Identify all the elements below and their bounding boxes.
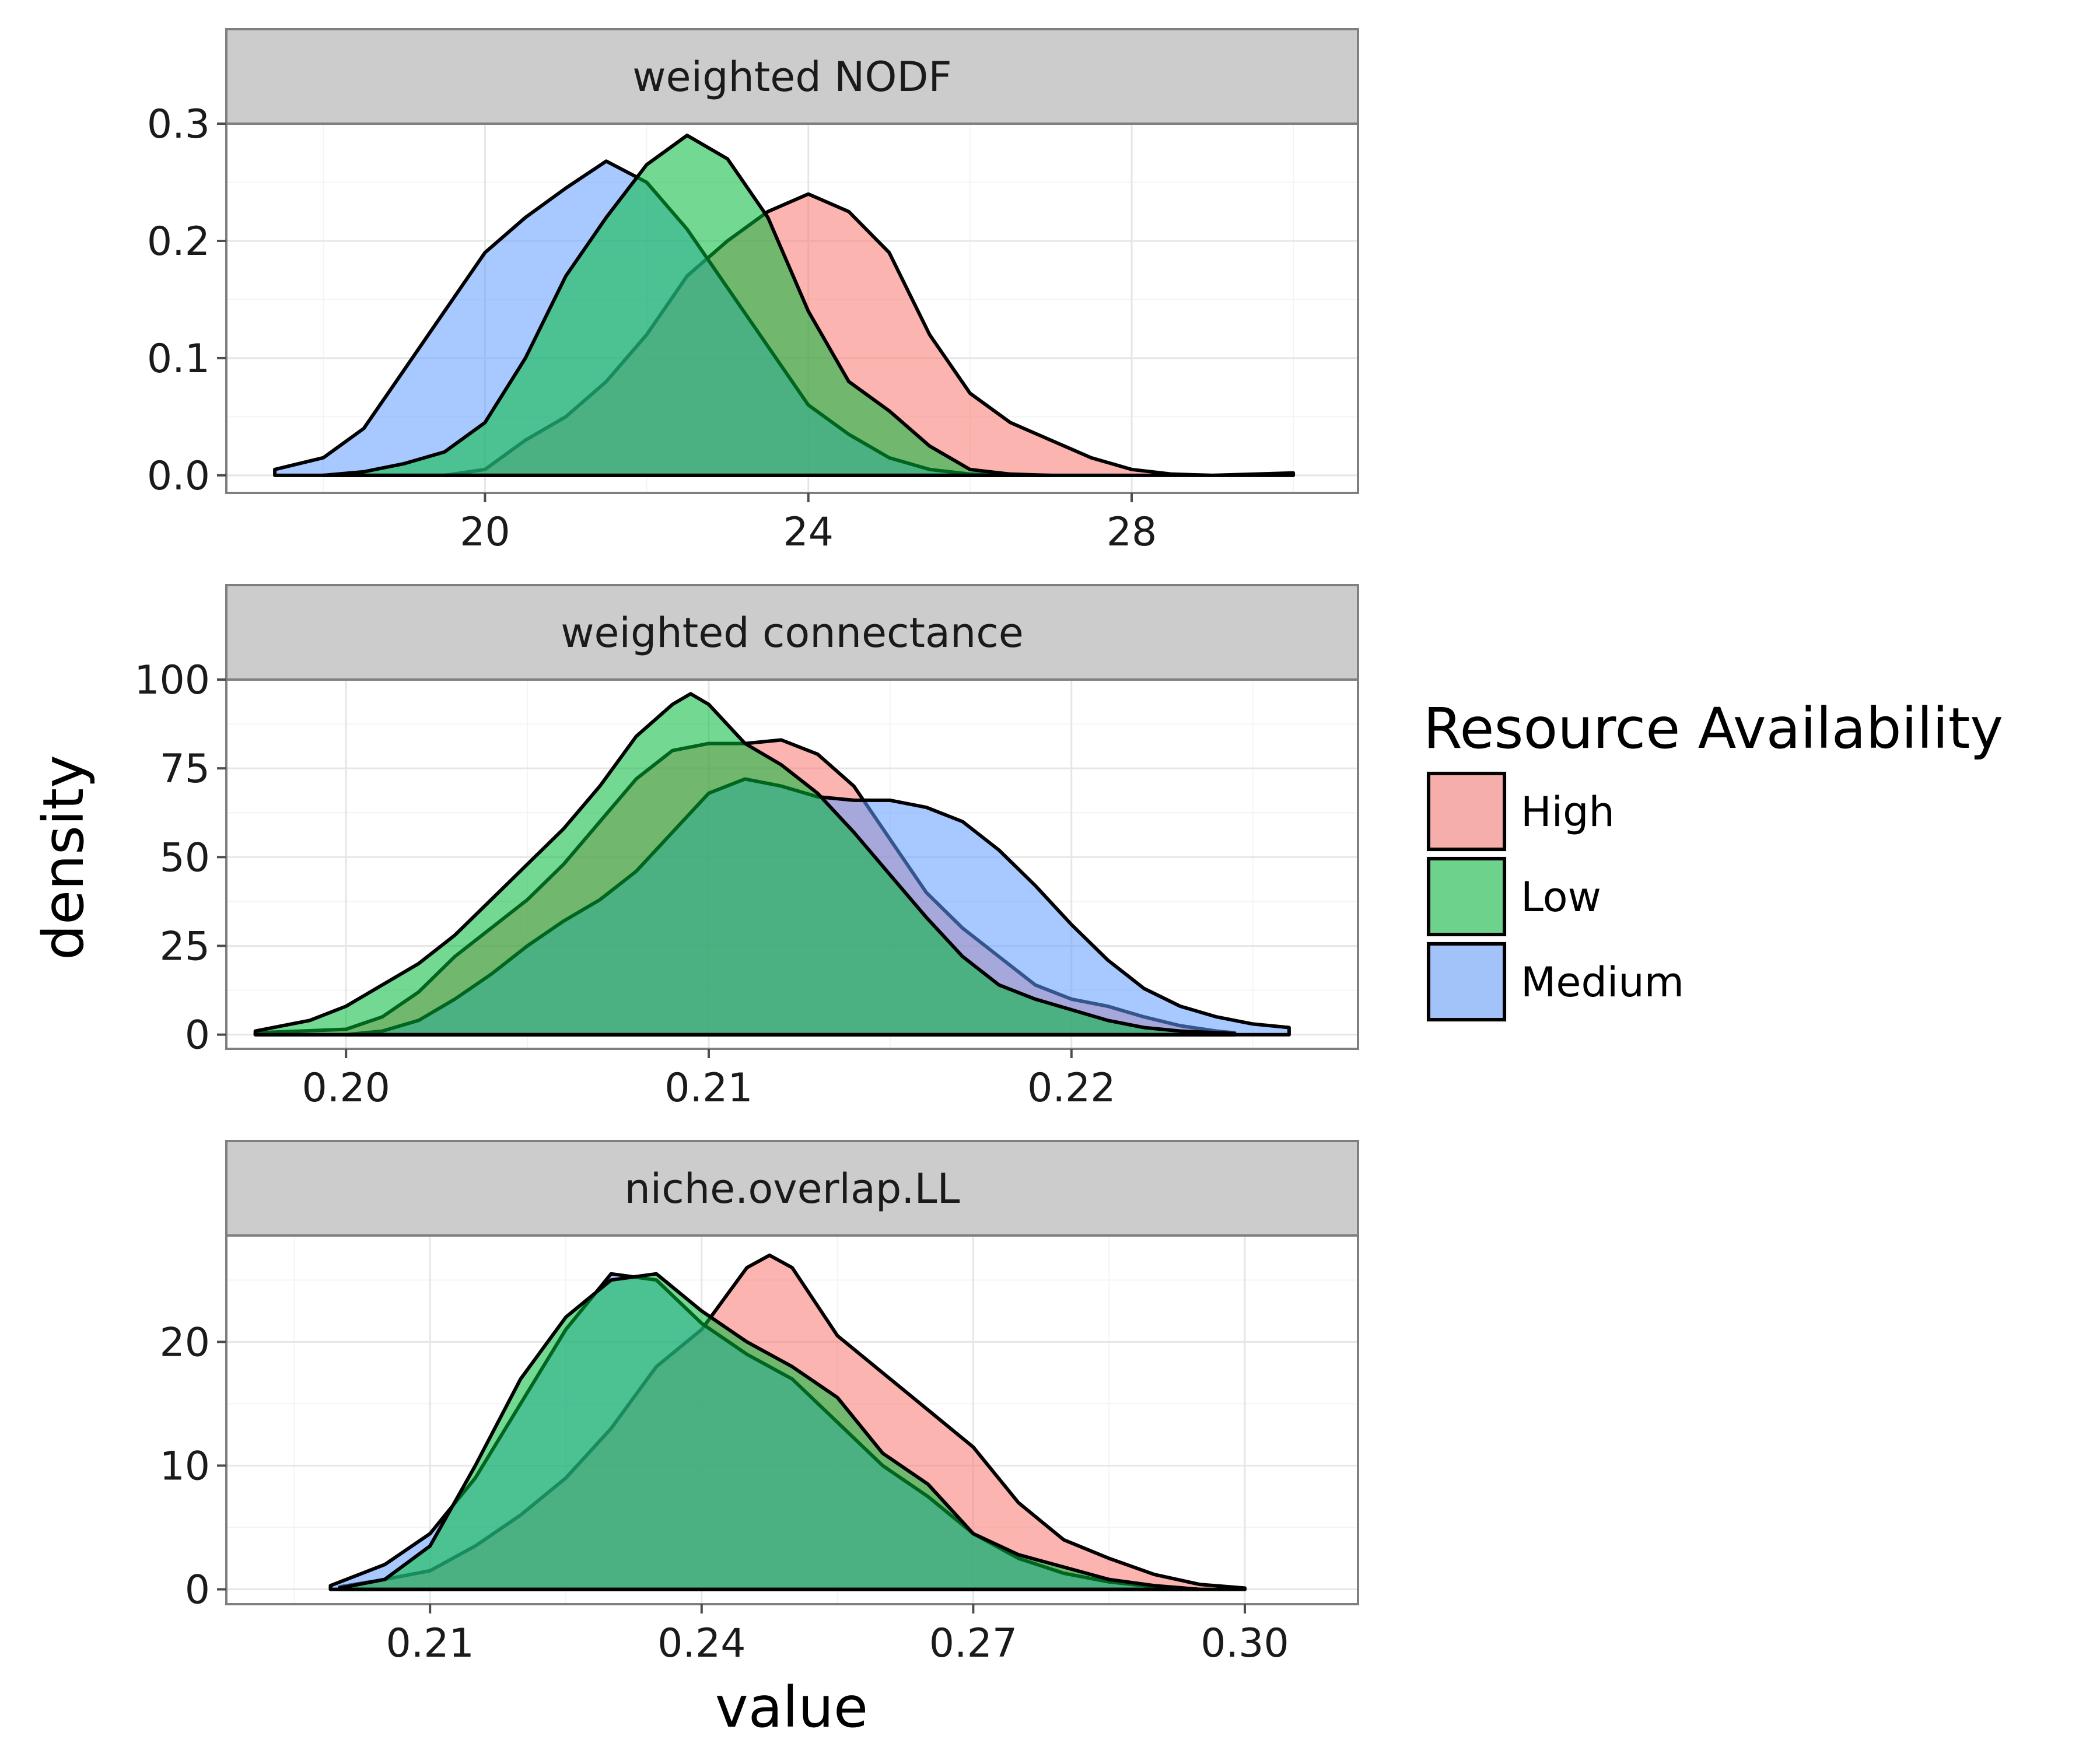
legend-label: Medium [1521, 958, 1684, 1006]
x-tick-label: 0.30 [1200, 1620, 1289, 1667]
facet-strip [225, 584, 1359, 681]
facet-panel: weighted connectance 0 25 50 75 100 0.20 0.21 0.… [134, 584, 1359, 1111]
legend-title: Resource Availability [1423, 696, 2003, 761]
legend-item-medium: Medium [1424, 939, 1684, 1024]
panel-border [225, 123, 1359, 494]
x-tick-label: 0.21 [664, 1065, 752, 1111]
legend-swatch [1427, 942, 1506, 1021]
x-tick-label: 0.20 [302, 1065, 390, 1111]
y-axis-title: density [31, 755, 96, 960]
x-tick-label: 24 [783, 509, 834, 555]
facet-title: niche.overlap.LL [624, 1165, 960, 1213]
y-tick-label: 10 [159, 1443, 210, 1489]
x-tick-label: 0.24 [657, 1620, 746, 1667]
y-tick-label: 0 [185, 1013, 210, 1059]
legend-item-low: Low [1424, 854, 1601, 939]
y-tick-label: 0.2 [147, 219, 210, 265]
facet-strip [225, 28, 1359, 125]
y-tick-label: 50 [159, 835, 210, 881]
y-tick-label: 0 [185, 1567, 210, 1614]
y-tick-label: 75 [159, 746, 210, 792]
facet-panel: weighted NODF 0.0 0.1 0.2 0.3 20 24 28 [147, 28, 1359, 555]
y-tick-label: 0.0 [147, 453, 210, 499]
x-tick-label: 0.27 [929, 1620, 1017, 1667]
legend-swatch [1427, 857, 1506, 936]
panel-border [225, 678, 1359, 1050]
legend-label: High [1521, 788, 1615, 836]
density-low [321, 134, 1053, 477]
y-tick-label: 0.1 [147, 336, 210, 382]
facet-panel: niche.overlap.LL 0 10 20 0.21 0.24 0.27 0.30 [159, 1140, 1359, 1667]
y-tick-label: 0.3 [147, 102, 210, 148]
facet-title: weighted NODF [632, 53, 951, 101]
facet-title: weighted connectance [561, 609, 1024, 657]
density-low [338, 1272, 1202, 1591]
x-tick-label: 28 [1107, 509, 1157, 555]
legend-item-high: High [1424, 769, 1615, 854]
y-tick-label: 20 [159, 1320, 210, 1366]
y-tick-label: 25 [159, 923, 210, 970]
x-tick-label: 0.22 [1027, 1065, 1115, 1111]
panel-border [225, 1234, 1359, 1605]
density-low [253, 692, 1237, 1037]
legend: Resource Availability High Low Medium [1423, 696, 2003, 1024]
x-tick-label: 0.21 [386, 1620, 474, 1667]
legend-label: Low [1521, 873, 1601, 921]
y-tick-label: 100 [134, 657, 210, 704]
x-axis-title: value [715, 1675, 868, 1740]
density-layer [273, 134, 1296, 477]
density-layer [328, 1253, 1247, 1591]
legend-swatch [1427, 772, 1506, 851]
x-tick-label: 20 [460, 509, 510, 555]
density-layer [253, 692, 1291, 1037]
